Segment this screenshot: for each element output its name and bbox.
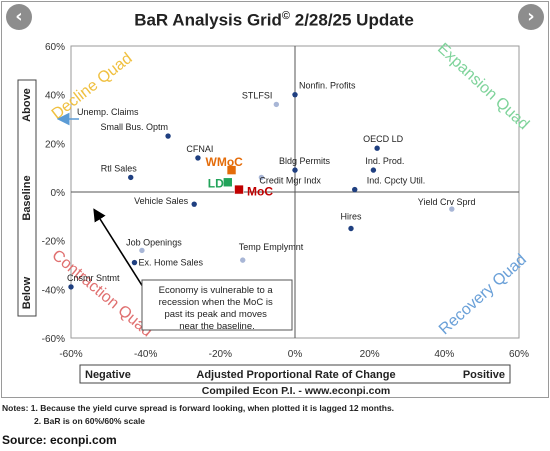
composite-marker-wmoc[interactable]	[226, 165, 237, 175]
indicator-label: OECD LD	[363, 134, 404, 144]
indicator-point[interactable]	[292, 167, 298, 173]
indicator-point[interactable]	[292, 91, 298, 98]
indicator-label: Temp Emplymnt	[239, 242, 304, 252]
x-tick-label: 60%	[509, 349, 529, 360]
indicator-points: Nonfin. Profits STLFSI Unemp. Claims Small …	[67, 81, 475, 290]
composite-marker-ld[interactable]	[223, 177, 233, 188]
annotation-line-1: Economy is vulnerable to a	[159, 285, 274, 296]
y-tick-labels: 60% 40% 20% 0% -20% -40% -60%	[42, 42, 65, 345]
x-tick-label: -60%	[59, 349, 82, 360]
bottom-label-box	[79, 364, 511, 384]
notes-block: Notes: 1. Because the yield curve spread…	[2, 402, 394, 428]
indicator-point[interactable]	[240, 257, 246, 263]
y-tick-label: 0%	[51, 188, 66, 199]
chevron-left-icon[interactable]: ‹	[6, 4, 32, 30]
indicator-label: Ind. Cpcty Util.	[367, 176, 426, 186]
y-tick-label: -40%	[42, 285, 65, 296]
indicator-point[interactable]	[273, 101, 280, 108]
annotation-box	[141, 279, 293, 331]
x-tick-label: 40%	[434, 349, 454, 360]
annotation-text: Economy is vulnerable to a recession whe…	[159, 285, 276, 332]
indicator-point[interactable]	[352, 186, 358, 193]
indicator-point[interactable]	[374, 145, 380, 151]
composite-marker-label: LD	[208, 176, 224, 190]
source-line: Source: econpi.com	[2, 433, 117, 447]
bottom-label-axis-title: Adjusted Proportional Rate of Change	[196, 369, 395, 381]
quad-label-expansion: Expansion Quad	[434, 40, 532, 133]
x-tick-label: -40%	[134, 349, 157, 360]
annotation-arrow	[93, 208, 144, 288]
indicator-label: Ind. Prod.	[365, 156, 404, 166]
indicator-label: Small Bus. Optm	[101, 122, 169, 132]
y-tick-label: 40%	[45, 91, 65, 102]
composite-marker-label: WMoC	[206, 155, 244, 169]
y-tick-label: -60%	[42, 334, 65, 345]
chart-frame	[1, 1, 549, 398]
bottom-label-positive: Positive	[463, 369, 505, 381]
indicator-point[interactable]	[131, 259, 138, 266]
annotation-line-3: past its peak and moves	[164, 309, 267, 320]
side-label-baseline: Baseline	[21, 175, 33, 220]
indicator-label: Job Openings	[126, 237, 182, 247]
indicator-point[interactable]	[195, 155, 201, 161]
chart-title-main: BaR Analysis Grid	[134, 10, 282, 30]
indicator-label: Cnsmr Sntmt	[67, 273, 120, 283]
annotation-line-2: recession when the MoC is	[159, 297, 273, 308]
side-label-below: Below	[21, 276, 33, 309]
x-tick-label: 0%	[288, 349, 303, 360]
bottom-label-negative: Negative	[85, 369, 131, 381]
x-tick-labels: -60% -40% -20% 0% 20% 40% 60%	[59, 349, 529, 360]
side-label-above: Above	[21, 88, 33, 122]
y-tick-label: -20%	[42, 237, 65, 248]
indicator-point[interactable]	[139, 247, 145, 254]
chart-title: BaR Analysis Grid© 2/28/25 Update	[0, 10, 548, 31]
indicator-label: Bldg Permits	[279, 156, 331, 166]
indicator-label: Unemp. Claims	[77, 107, 139, 117]
indicator-label: CFNAI	[186, 144, 213, 154]
indicator-point[interactable]	[449, 206, 455, 212]
annotation-line-4: near the baseline.	[179, 321, 255, 332]
indicator-label: Vehicle Sales	[134, 196, 189, 206]
indicator-point[interactable]	[128, 174, 134, 181]
indicator-point[interactable]	[165, 133, 171, 139]
chevron-right-icon[interactable]: ›	[518, 4, 544, 30]
copyright-mark: ©	[281, 10, 291, 22]
composite-marker-moc[interactable]	[234, 184, 244, 195]
note-line-1: Notes: 1. Because the yield curve spread…	[2, 403, 395, 413]
indicator-label: Rtl Sales	[101, 163, 138, 173]
x-tick-label: 20%	[360, 349, 380, 360]
side-label-box	[17, 79, 37, 317]
indicator-point[interactable]	[68, 284, 74, 290]
composite-marker-label: MoC	[247, 185, 273, 199]
indicator-label: STLFSI	[242, 90, 273, 100]
indicator-label: Yield Crv Sprd	[418, 197, 476, 207]
chart-title-date: 2/28/25 Update	[290, 10, 414, 30]
quad-label-recovery: Recovery Quad	[436, 251, 530, 338]
compiled-credit: Compiled Econ P.I. - www.econpi.com	[202, 385, 390, 397]
note-line-2: 2. BaR is on 60%/60% scale	[34, 416, 146, 426]
indicator-point[interactable]	[258, 174, 265, 181]
y-tick-label: 60%	[45, 42, 65, 53]
indicator-label: Ex. Home Sales	[138, 258, 203, 268]
bar-analysis-grid: 60% 40% 20% 0% -20% -40% -60% -60% -40% -20% 0% 20…	[17, 40, 532, 397]
indicator-label: Hires	[340, 212, 362, 222]
composite-markers: WMoC LD MoC	[206, 155, 274, 198]
indicator-point[interactable]	[191, 201, 197, 207]
indicator-point[interactable]	[370, 167, 377, 173]
indicator-label: Credit Mgr Indx	[259, 175, 321, 185]
indicator-label: Nonfin. Profits	[299, 81, 356, 91]
y-tick-label: 20%	[45, 139, 65, 150]
x-tick-label: -20%	[209, 349, 232, 360]
indicator-point[interactable]	[348, 225, 354, 232]
